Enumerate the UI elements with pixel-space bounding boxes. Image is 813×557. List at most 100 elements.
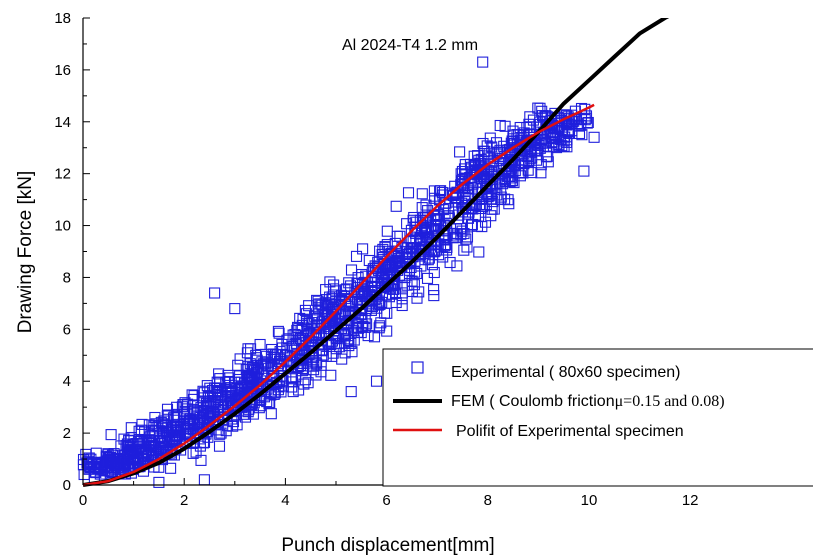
experimental-point [143,450,155,462]
experimental-point [425,215,437,227]
experimental-point [456,165,468,178]
experimental-point [429,245,441,257]
experimental-point [153,425,165,437]
experimental-point [334,308,347,320]
experimental-point [204,382,216,394]
experimental-point [153,476,165,488]
experimental-point [460,202,472,214]
experimental-point [339,284,351,296]
experimental-point [420,221,432,233]
experimental-point [409,221,421,233]
experimental-point [243,370,255,382]
fem-line [83,18,670,487]
x-tick-label: 8 [484,492,492,509]
experimental-point [283,354,296,366]
experimental-point [139,453,151,465]
experimental-point [339,347,351,359]
experimental-point [356,291,368,303]
experimental-point [136,418,148,430]
experimental-point [411,267,423,280]
experimental-point [377,272,389,284]
experimental-point [535,167,547,179]
experimental-point [408,279,420,291]
experimental-point [388,283,400,295]
x-axis-title: Punch displacement[mm] [281,535,494,556]
experimental-point [563,127,575,140]
experimental-point [353,288,365,300]
experimental-point [451,223,463,235]
experimental-point [405,235,417,247]
experimental-point [575,119,587,131]
experimental-point [323,312,335,325]
experimental-point [298,378,310,390]
experimental-point [245,343,257,355]
experimental-point [377,251,389,264]
y-tick-label: 14 [54,114,71,131]
experimental-point [276,338,288,350]
experimental-point [370,375,383,387]
experimental-point [260,358,272,370]
experimental-point [324,291,336,303]
experimental-point [536,110,549,122]
experimental-point [177,399,189,411]
experimental-point [345,386,357,398]
experimental-point [439,233,451,245]
experimental-point [105,429,117,441]
y-tick-label: 2 [63,425,71,442]
y-tick-label: 6 [63,321,71,338]
experimental-point [492,169,504,181]
experimental-point [127,439,139,451]
experimental-point [251,354,263,366]
experimental-point [403,248,416,260]
experimental-point [439,225,451,237]
experimental-point [347,325,359,337]
experimental-point [254,338,266,351]
fit-lines-layer [83,18,670,487]
experimental-point [555,133,567,145]
experimental-point [458,244,470,256]
experimental-point [540,137,552,149]
experimental-point [489,182,501,194]
experimental-point [443,202,455,215]
experimental-point [320,350,332,362]
experimental-point [154,443,166,455]
experimental-point [503,198,515,210]
experimental-point [320,284,332,296]
experimental-point [431,244,443,256]
experimental-point [192,416,204,429]
experimental-point [483,148,495,160]
experimental-point [135,424,147,436]
experimental-point [540,151,552,163]
experimental-point [428,290,440,302]
experimental-point [212,385,224,397]
legend-label-experimental: Experimental ( 80x60 specimen) [451,364,680,381]
experimental-point [535,134,548,146]
experimental-point [491,189,503,201]
experimental-point [311,358,323,370]
experimental-point [166,422,178,434]
experimental-point [454,146,466,158]
experimental-point [150,418,162,430]
experimental-point [330,343,342,355]
experimental-point [234,353,246,365]
experimental-point [251,366,263,378]
y-axis-title: Drawing Force [kN] [15,171,36,334]
experimental-point [506,135,518,147]
y-tick-label: 16 [54,62,71,79]
experimental-point [181,423,193,435]
experimental-point [309,310,321,322]
experimental-point [493,176,505,188]
experimental-point [476,221,488,233]
y-tick-label: 4 [63,373,71,390]
experimental-point [456,197,468,209]
experimental-point [561,136,573,148]
experimental-point [170,434,182,446]
experimental-point [505,172,517,184]
x-tick-label: 12 [682,492,699,509]
experimental-point [273,327,285,339]
experimental-point [462,212,475,224]
experimental-point [390,296,402,309]
legend: Experimental ( 80x60 specimen) FEM ( Cou… [382,348,813,487]
experimental-point [119,457,132,469]
experimental-point [358,276,370,288]
